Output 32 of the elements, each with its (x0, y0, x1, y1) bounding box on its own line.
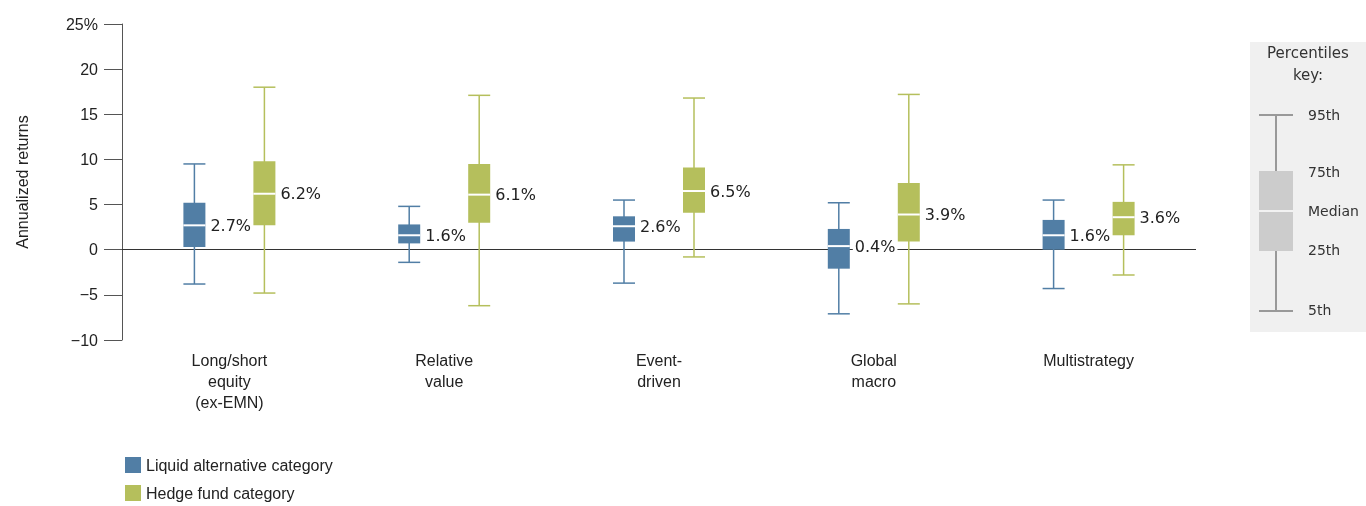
text: 6.2% (280, 184, 322, 204)
text: 2.7% (210, 215, 252, 235)
y-tick-label: −5 (79, 286, 99, 304)
text: 5th (1308, 302, 1332, 318)
y-tick-label: 25% (65, 15, 98, 33)
text: 0.4% (854, 236, 896, 256)
text: Percentiles key: (1266, 43, 1350, 86)
y-tick-label: 15 (80, 105, 99, 123)
text: 1.6% (1069, 225, 1111, 245)
y-tick-label: 5 (89, 196, 99, 214)
text: 25th (1308, 242, 1341, 258)
text: 6.5% (710, 181, 751, 201)
x-tick-label: Multistrategy (1043, 352, 1134, 369)
text: 95th (1308, 107, 1341, 123)
text: 3.9% (924, 205, 966, 224)
text: 6.1% (495, 185, 536, 205)
legend-label: Liquid alternative category (146, 456, 333, 474)
y-axis-title: Annualized returns (13, 115, 31, 249)
y-tick-label: −10 (70, 331, 99, 349)
text: 2.6% (640, 216, 681, 236)
x-tick-label: Relative value (415, 352, 474, 390)
text: 3.6% (1139, 207, 1181, 227)
x-tick-label: Long/short equity (ex-EMN) (191, 352, 268, 411)
x-tick-label: Event- driven (635, 352, 683, 390)
y-tick-label: 20 (80, 60, 99, 78)
text: 1.6% (425, 225, 466, 245)
x-tick-label: Global macro (850, 352, 897, 390)
y-tick-label: 0 (89, 241, 99, 259)
text: Median (1308, 203, 1359, 219)
legend-label: Hedge fund category (146, 484, 295, 502)
y-tick-label: 10 (80, 150, 99, 168)
text: 75th (1308, 164, 1341, 180)
